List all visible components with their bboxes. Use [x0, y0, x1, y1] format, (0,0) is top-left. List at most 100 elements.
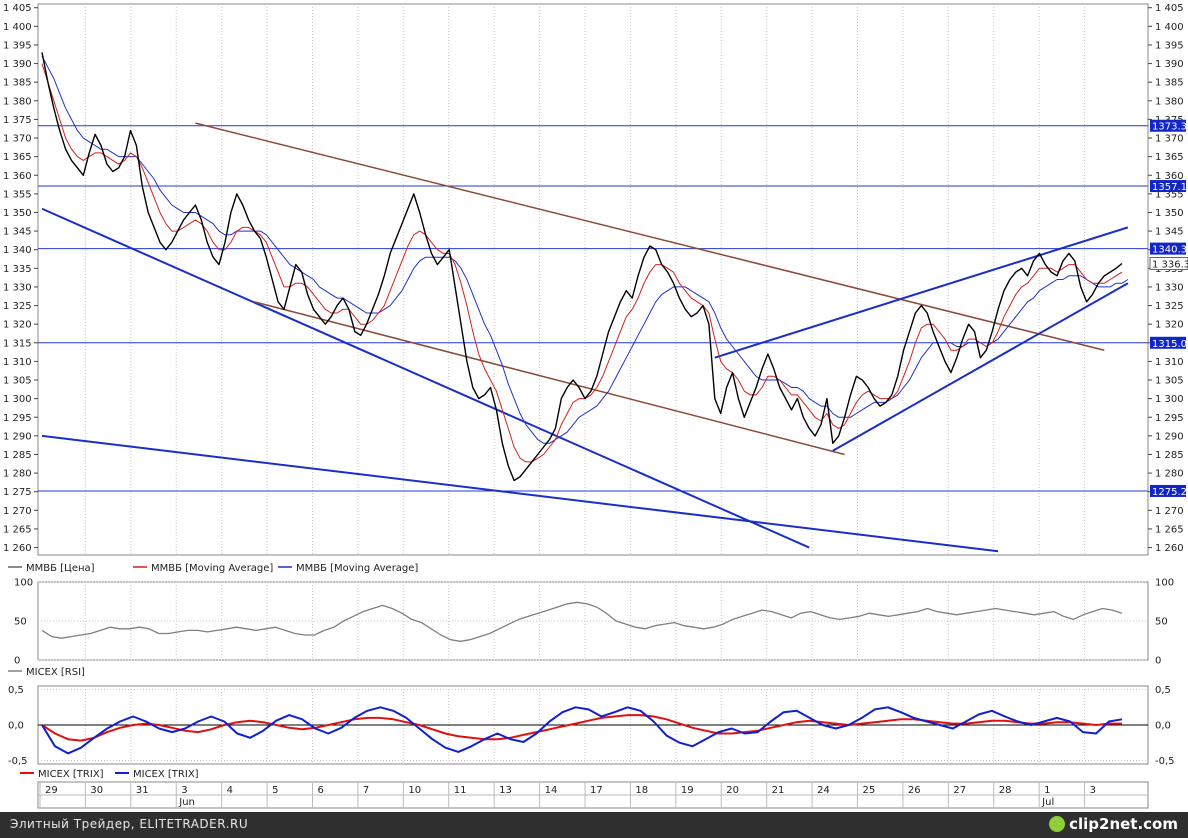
- level-label: 1275.2: [1152, 487, 1187, 498]
- y-tick-label: 1 300: [3, 394, 32, 405]
- level-label-box: [1150, 484, 1186, 497]
- y-tick-label-right: 1 345: [1155, 227, 1184, 238]
- trix-line: [41, 706, 1123, 755]
- price-series-group: [41, 52, 1129, 482]
- trix-y-tick-label-right: 0,0: [1155, 721, 1171, 732]
- y-tick-label: 1 390: [3, 59, 32, 70]
- legend-label: MICEX [TRIX]: [38, 769, 104, 780]
- y-tick-label: 1 280: [3, 469, 32, 480]
- legend-label: MICEX [RSI]: [26, 667, 85, 678]
- rsi-y-tick-label-right: 50: [1155, 617, 1168, 628]
- rsi-y-tick-label: 100: [14, 578, 33, 589]
- y-tick-label-right: 1 365: [1155, 152, 1184, 163]
- y-tick-label-right: 1 300: [1155, 394, 1184, 405]
- trend-line: [41, 207, 810, 549]
- y-tick-label-right: 1 295: [1155, 413, 1184, 424]
- y-tick-label-right: 1 330: [1155, 282, 1184, 293]
- clip2net-logo-text: clip2net.com: [1069, 815, 1178, 833]
- trix-y-tick-label-right: -0,5: [1155, 756, 1175, 767]
- horizontal-levels: [38, 125, 1148, 492]
- price-legend: ММВБ [Цена] ММВБ [Moving Average] ММВБ [Mo…: [8, 563, 418, 574]
- date-label: 4: [227, 785, 233, 796]
- date-label: 17: [590, 785, 603, 796]
- y-tick-label: 1 325: [3, 301, 32, 312]
- level-label: 1340.3: [1152, 245, 1187, 256]
- clip2net-logo-icon: [1049, 816, 1066, 832]
- rsi-y-tick-label: 50: [14, 617, 27, 628]
- trix-legend: MICEX [TRIX] MICEX [TRIX]: [20, 769, 199, 780]
- date-label: 19: [681, 785, 694, 796]
- rsi-y-tick-label-right: 100: [1155, 578, 1174, 589]
- rsi-y-tick-label: 0: [14, 656, 20, 667]
- y-tick-label: 1 405: [3, 3, 32, 14]
- level-label-box: [1150, 180, 1186, 193]
- y-tick-label: 1 400: [3, 22, 32, 33]
- rsi-panel: 0 0 50 50 100 100: [14, 578, 1174, 667]
- y-tick-label: 1 310: [3, 357, 32, 368]
- trend-line: [254, 301, 845, 456]
- y-tick-label-right: 1 355: [1155, 189, 1184, 200]
- y-tick-label: 1 345: [3, 227, 32, 238]
- y-tick-label: 1 270: [3, 506, 32, 517]
- rsi-line: [41, 601, 1123, 642]
- rsi-legend: MICEX [RSI]: [8, 667, 85, 678]
- y-tick-label: 1 285: [3, 450, 32, 461]
- y-tick-label-right: 1 320: [1155, 320, 1184, 331]
- chart-canvas: 1 260 1 265 1 270 1 275 1 280 1 285 1 290 1 295…: [3, 3, 1188, 809]
- trix-y-tick-label: 0,5: [8, 685, 24, 696]
- date-label: 11: [454, 785, 467, 796]
- y-tick-label: 1 260: [3, 543, 32, 554]
- y-tick-label: 1 320: [3, 320, 32, 331]
- level-label: 1315.0: [1152, 339, 1187, 350]
- y-tick-label-right: 1 405: [1155, 3, 1184, 14]
- y-tick-label: 1 375: [3, 115, 32, 126]
- y-tick-label: 1 265: [3, 524, 32, 535]
- rsi-y-axis: 0 0 50 50 100 100: [14, 578, 1174, 667]
- date-label: 6: [318, 785, 324, 796]
- trend-line: [832, 282, 1129, 452]
- rsi-series-group: [41, 601, 1123, 642]
- trend-line: [195, 122, 1105, 351]
- date-label: 31: [136, 785, 149, 796]
- y-tick-label: 1 275: [3, 487, 32, 498]
- month-label: Jun: [178, 797, 195, 808]
- y-tick-label-right: 1 390: [1155, 59, 1184, 70]
- legend-label: ММВБ [Цена]: [26, 563, 95, 574]
- y-tick-label: 1 290: [3, 431, 32, 442]
- y-tick-label: 1 355: [3, 189, 32, 200]
- trix-y-tick-label: 0,0: [8, 721, 24, 732]
- legend-label: MICEX [TRIX]: [133, 769, 199, 780]
- date-label: 13: [499, 785, 512, 796]
- y-tick-label: 1 340: [3, 245, 32, 256]
- y-tick-label: 1 370: [3, 134, 32, 145]
- trix-y-tick-label-right: 0,5: [1155, 685, 1171, 696]
- moving-average-fast-line: [41, 63, 1123, 463]
- date-label: 20: [726, 785, 739, 796]
- date-label: 30: [90, 785, 103, 796]
- trend-lines: [41, 122, 1129, 553]
- y-tick-label-right: 1 280: [1155, 469, 1184, 480]
- y-tick-label-right: 1 395: [1155, 40, 1184, 51]
- y-tick-label-right: 1 360: [1155, 171, 1184, 182]
- price-close-line: [41, 52, 1123, 482]
- y-tick-label: 1 380: [3, 96, 32, 107]
- date-label: 7: [363, 785, 369, 796]
- rsi-y-tick-label-right: 0: [1155, 656, 1161, 667]
- rsi-grid: [38, 581, 1148, 661]
- y-tick-label-right: 1 350: [1155, 208, 1184, 219]
- y-tick-label: 1 305: [3, 376, 32, 387]
- price-y-axis-left: 1 260 1 265 1 270 1 275 1 280 1 285 1 290 1 295…: [3, 3, 38, 554]
- level-label: 1357.1: [1152, 182, 1187, 193]
- trend-line: [714, 226, 1129, 359]
- y-tick-label: 1 365: [3, 152, 32, 163]
- clip2net-logo[interactable]: clip2net.com: [1049, 815, 1178, 833]
- last-price-label: 1 336.3: [1152, 259, 1188, 270]
- trix-y-tick-label: -0,5: [8, 756, 28, 767]
- trix-signal-line: [41, 714, 1122, 742]
- level-label-box: [1150, 242, 1186, 255]
- footer-bar: Элитный Трейдер, ELITETRADER.RU clip2net…: [0, 812, 1188, 838]
- trend-line: [41, 434, 999, 553]
- y-tick-label: 1 360: [3, 171, 32, 182]
- y-tick-label-right: 1 370: [1155, 134, 1184, 145]
